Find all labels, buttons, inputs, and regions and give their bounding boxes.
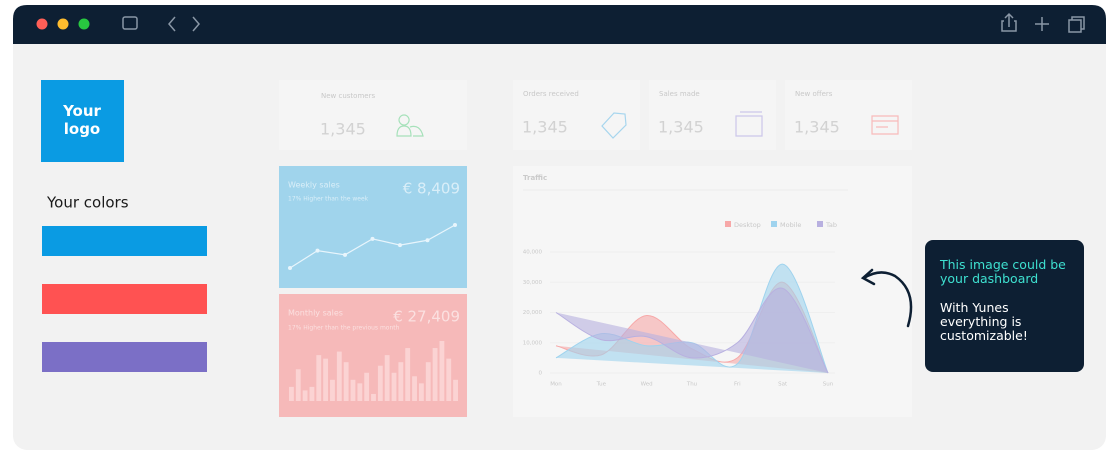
weekly-panel — [279, 166, 467, 288]
x-tick-label: Fri — [734, 382, 741, 388]
card-label: New offers — [795, 90, 833, 98]
bar — [343, 362, 349, 401]
sparkline-point — [453, 223, 457, 227]
card — [279, 80, 467, 150]
sparkline-point — [398, 243, 402, 248]
bar — [439, 341, 445, 401]
forward-button[interactable] — [192, 16, 200, 32]
bar — [289, 386, 294, 401]
x-tick-label: Mon — [550, 382, 562, 388]
traffic-title: Traffic — [523, 174, 547, 182]
bar — [412, 376, 417, 401]
bar — [350, 379, 356, 401]
customers-icon — [396, 114, 424, 137]
card-value: 1,345 — [320, 120, 366, 139]
bar — [405, 348, 411, 401]
bar — [302, 390, 308, 401]
card-label: Sales made — [659, 90, 700, 98]
card — [513, 80, 640, 150]
card-label: Orders received — [523, 90, 579, 98]
bar — [418, 383, 424, 401]
browser-toolbar — [13, 5, 1106, 44]
legend-label: Desktop — [734, 221, 761, 229]
bar — [309, 386, 315, 401]
sidebar-button[interactable] — [122, 16, 138, 30]
legend-swatch — [725, 221, 731, 227]
bar — [391, 372, 397, 401]
logo-text: Your logo — [62, 102, 101, 138]
callout-body: With Yunes everything is customizable! — [940, 300, 1028, 343]
y-tick-label: 20,000 — [523, 310, 543, 316]
bar — [323, 358, 329, 401]
card-label: New customers — [321, 92, 375, 100]
panel-amount: € 8,409 — [403, 180, 460, 198]
new-tab-button[interactable] — [1035, 17, 1049, 31]
sales-icon — [735, 111, 763, 137]
panel-note: 17% Higher than the previous month — [288, 325, 400, 332]
bar — [425, 362, 431, 401]
panel-note: 17% Higher than the week — [288, 196, 369, 203]
sparkline-point — [288, 266, 292, 270]
sparkline-point — [370, 236, 375, 241]
callout-box — [925, 240, 1084, 372]
card — [785, 80, 912, 150]
bar — [357, 383, 363, 401]
x-tick-label: Tue — [596, 382, 607, 388]
card-value: 1,345 — [794, 118, 840, 137]
bar — [316, 355, 322, 401]
minimize-button[interactable] — [57, 18, 69, 30]
x-tick-label: Thu — [686, 382, 697, 388]
card-value: 1,345 — [658, 118, 704, 137]
x-tick-label: Sun — [823, 382, 834, 388]
legend-label: Tab — [825, 221, 837, 229]
legend-swatch — [771, 221, 777, 227]
x-tick-label: Sat — [778, 382, 788, 388]
area — [555, 287, 829, 374]
color-swatch — [42, 342, 207, 372]
colors-title: Your colors — [46, 194, 129, 212]
bar — [364, 372, 370, 401]
share-button[interactable] — [1001, 12, 1017, 32]
bar — [330, 379, 335, 401]
arrow — [860, 268, 913, 328]
traffic-panel — [513, 166, 912, 417]
bar — [453, 379, 458, 401]
logo-box — [41, 80, 124, 162]
maximize-button[interactable] — [78, 18, 90, 30]
bar — [446, 358, 452, 401]
sparkline-point — [315, 248, 320, 253]
panel-title: Monthly sales — [288, 309, 343, 318]
bar — [336, 351, 342, 401]
sparkline-point — [425, 238, 430, 243]
color-swatch — [42, 226, 207, 256]
callout-headline: This image could be your dashboard — [939, 257, 1066, 286]
y-tick-label: 40,000 — [523, 250, 543, 256]
sparkline-point — [343, 252, 347, 257]
tabs-button[interactable] — [1068, 16, 1085, 33]
bar — [432, 348, 438, 401]
tag-icon — [601, 112, 627, 139]
bar — [371, 393, 376, 401]
offers-icon — [871, 115, 899, 135]
panel-title: Weekly sales — [288, 181, 340, 190]
y-tick-label: 30,000 — [523, 280, 543, 286]
x-tick-label: Wed — [641, 382, 653, 388]
bar — [377, 365, 383, 401]
back-button[interactable] — [168, 16, 176, 32]
color-swatch — [42, 284, 207, 314]
bar — [295, 369, 301, 401]
close-button[interactable] — [36, 18, 48, 30]
legend-swatch — [817, 221, 823, 227]
legend-label: Mobile — [780, 221, 801, 229]
bar — [398, 362, 404, 401]
bar — [384, 355, 390, 401]
card — [649, 80, 776, 150]
panel-amount: € 27,409 — [393, 308, 460, 326]
y-tick-label: 10,000 — [523, 340, 543, 346]
card-value: 1,345 — [522, 118, 568, 137]
y-tick-label: 0 — [539, 371, 543, 377]
